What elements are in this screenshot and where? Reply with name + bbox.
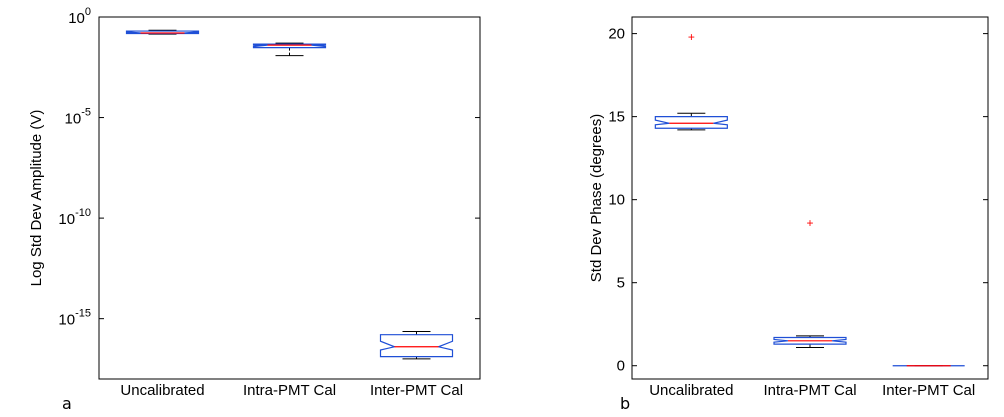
box-a-2 [379, 334, 454, 358]
box-b-1 [773, 336, 847, 345]
box-a-1 [252, 43, 327, 49]
outlier-b-1-0: + [806, 216, 813, 230]
x-tick-label-b-0: Uncalibrated [649, 382, 733, 399]
y-tick-label-a-1: 10-5 [65, 107, 91, 128]
y-tick-label-b-1: 5 [617, 275, 625, 292]
y-axis-label-b: Std Dev Phase (degrees) [588, 114, 605, 282]
y-axis-label-a: Log Std Dev Amplitude (V) [28, 110, 45, 287]
box-b-0 [654, 116, 728, 129]
y-tick-label-b-4: 20 [608, 26, 625, 43]
x-tick-label-a-0: Uncalibrated [120, 382, 204, 399]
y-tick-label-b-2: 10 [608, 192, 625, 209]
y-tick-label-b-0: 0 [617, 358, 625, 375]
panel-label-b: b [620, 394, 631, 413]
panel-label-a: a [62, 394, 72, 413]
y-tick-label-a-3: 10-15 [58, 308, 91, 329]
y-tick-label-a-2: 10-10 [58, 207, 91, 228]
x-tick-label-a-1: Intra-PMT Cal [243, 382, 336, 399]
outlier-b-0-0: + [688, 30, 695, 44]
y-tick-label-a-0: 100 [68, 6, 91, 27]
y-tick-label-b-3: 15 [608, 109, 625, 126]
plot-frame-a [98, 16, 481, 380]
box-a-0 [125, 30, 200, 35]
plot-frame-b [631, 16, 989, 380]
x-tick-label-b-2: Inter-PMT Cal [882, 382, 975, 399]
x-tick-label-a-2: Inter-PMT Cal [370, 382, 463, 399]
x-tick-label-b-1: Intra-PMT Cal [763, 382, 856, 399]
